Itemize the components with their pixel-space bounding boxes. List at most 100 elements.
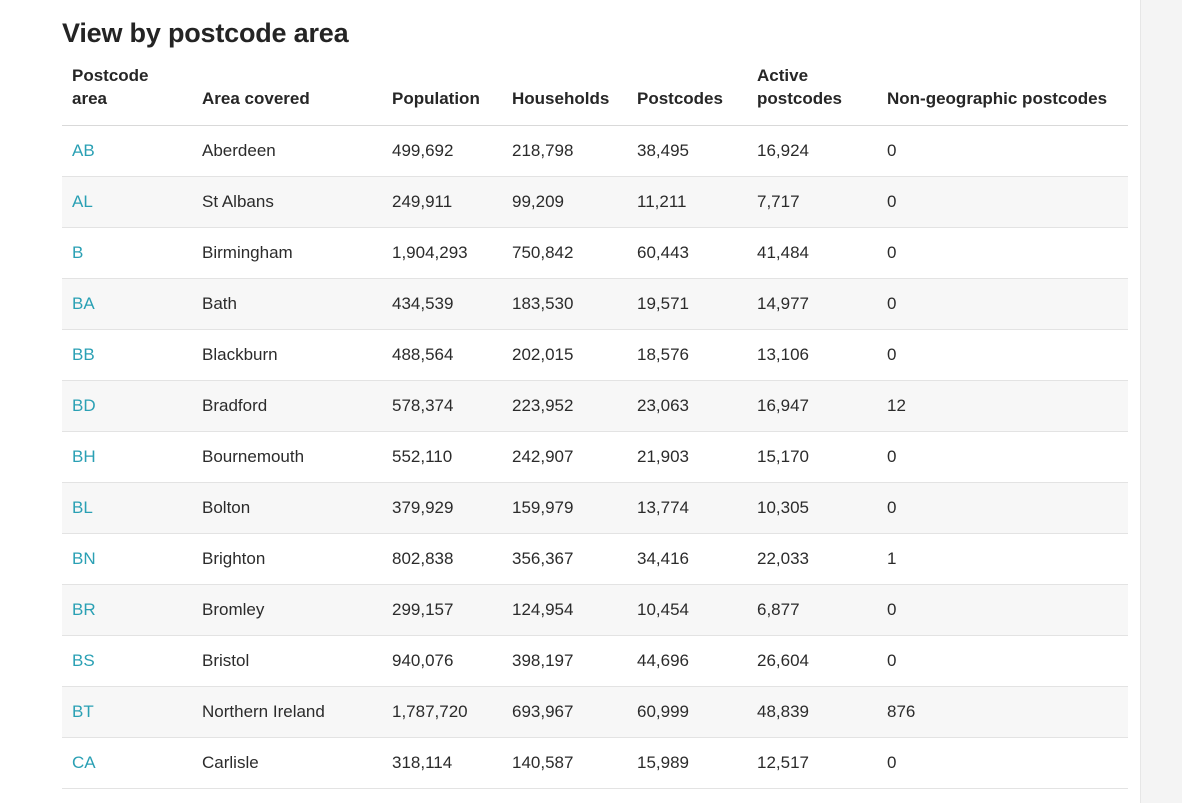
cell-population: 488,564 [382,329,502,380]
cell-population: 249,911 [382,176,502,227]
content-area: View by postcode area Postcode area Area… [0,0,1182,803]
cell-active: 16,924 [747,125,877,176]
cell-active: 12,517 [747,737,877,788]
postcode-link[interactable]: AB [72,141,95,160]
cell-households: 398,197 [502,635,627,686]
cell-area-covered: Northern Ireland [192,686,382,737]
postcode-table: Postcode area Area covered Population Ho… [62,55,1128,789]
postcode-link[interactable]: BL [72,498,93,517]
cell-postcodes: 60,999 [627,686,747,737]
cell-households: 140,587 [502,737,627,788]
cell-postcodes: 10,454 [627,584,747,635]
postcode-link[interactable]: BS [72,651,95,670]
cell-postcode-area: BL [62,482,192,533]
table-row: BH Bournemouth552,110242,90721,90315,1700 [62,431,1128,482]
cell-households: 242,907 [502,431,627,482]
cell-population: 578,374 [382,380,502,431]
cell-population: 552,110 [382,431,502,482]
table-row: BA Bath434,539183,53019,57114,9770 [62,278,1128,329]
table-row: ALSt Albans249,91199,20911,2117,7170 [62,176,1128,227]
postcode-link[interactable]: BN [72,549,96,568]
cell-postcodes: 21,903 [627,431,747,482]
cell-population: 299,157 [382,584,502,635]
cell-households: 223,952 [502,380,627,431]
postcode-link[interactable]: BD [72,396,96,415]
cell-active: 26,604 [747,635,877,686]
cell-active: 10,305 [747,482,877,533]
cell-households: 124,954 [502,584,627,635]
cell-postcodes: 34,416 [627,533,747,584]
cell-nongeo: 12 [877,380,1128,431]
table-header: Postcode area Area covered Population Ho… [62,55,1128,125]
col-postcode-area[interactable]: Postcode area [62,55,192,125]
col-households[interactable]: Households [502,55,627,125]
table-row: BLBolton379,929159,97913,77410,3050 [62,482,1128,533]
cell-postcodes: 44,696 [627,635,747,686]
cell-postcode-area: CA [62,737,192,788]
cell-postcodes: 19,571 [627,278,747,329]
cell-households: 202,015 [502,329,627,380]
cell-population: 434,539 [382,278,502,329]
cell-nongeo: 1 [877,533,1128,584]
cell-postcode-area: BH [62,431,192,482]
postcode-link[interactable]: BT [72,702,94,721]
table-row: BBirmingham1,904,293750,84260,44341,4840 [62,227,1128,278]
col-population[interactable]: Population [382,55,502,125]
cell-nongeo: 0 [877,635,1128,686]
cell-active: 15,170 [747,431,877,482]
cell-area-covered: Aberdeen [192,125,382,176]
cell-nongeo: 0 [877,482,1128,533]
cell-population: 1,904,293 [382,227,502,278]
postcode-link[interactable]: BB [72,345,95,364]
postcode-link[interactable]: BA [72,294,95,313]
postcode-link[interactable]: B [72,243,83,262]
col-nongeo[interactable]: Non-geographic postcodes [877,55,1128,125]
postcode-link[interactable]: BH [72,447,96,466]
cell-area-covered: Bath [192,278,382,329]
cell-postcode-area: BA [62,278,192,329]
section-title: View by postcode area [62,18,1128,49]
cell-active: 13,106 [747,329,877,380]
postcode-link[interactable]: BR [72,600,96,619]
cell-active: 14,977 [747,278,877,329]
cell-area-covered: Carlisle [192,737,382,788]
cell-postcode-area: BS [62,635,192,686]
cell-postcodes: 18,576 [627,329,747,380]
cell-active: 22,033 [747,533,877,584]
cell-area-covered: Bournemouth [192,431,382,482]
table-row: BNBrighton802,838356,36734,41622,0331 [62,533,1128,584]
cell-nongeo: 876 [877,686,1128,737]
cell-households: 159,979 [502,482,627,533]
cell-postcodes: 11,211 [627,176,747,227]
cell-postcodes: 38,495 [627,125,747,176]
cell-area-covered: Bristol [192,635,382,686]
cell-postcode-area: BT [62,686,192,737]
table-row: ABAberdeen499,692218,79838,49516,9240 [62,125,1128,176]
page: View by postcode area Postcode area Area… [0,0,1182,803]
cell-area-covered: Blackburn [192,329,382,380]
right-gutter [1140,0,1182,803]
cell-households: 693,967 [502,686,627,737]
cell-postcodes: 13,774 [627,482,747,533]
cell-nongeo: 0 [877,227,1128,278]
cell-households: 356,367 [502,533,627,584]
cell-households: 218,798 [502,125,627,176]
col-postcodes[interactable]: Postcodes [627,55,747,125]
col-active[interactable]: Active postcodes [747,55,877,125]
cell-area-covered: Brighton [192,533,382,584]
cell-nongeo: 0 [877,278,1128,329]
cell-nongeo: 0 [877,584,1128,635]
cell-postcode-area: BN [62,533,192,584]
cell-population: 1,787,720 [382,686,502,737]
cell-nongeo: 0 [877,329,1128,380]
cell-area-covered: St Albans [192,176,382,227]
postcode-link[interactable]: AL [72,192,93,211]
table-row: BSBristol940,076398,19744,69626,6040 [62,635,1128,686]
cell-nongeo: 0 [877,431,1128,482]
cell-population: 318,114 [382,737,502,788]
postcode-link[interactable]: CA [72,753,96,772]
table-row: BRBromley299,157124,95410,4546,8770 [62,584,1128,635]
cell-households: 183,530 [502,278,627,329]
cell-postcode-area: B [62,227,192,278]
col-area-covered[interactable]: Area covered [192,55,382,125]
